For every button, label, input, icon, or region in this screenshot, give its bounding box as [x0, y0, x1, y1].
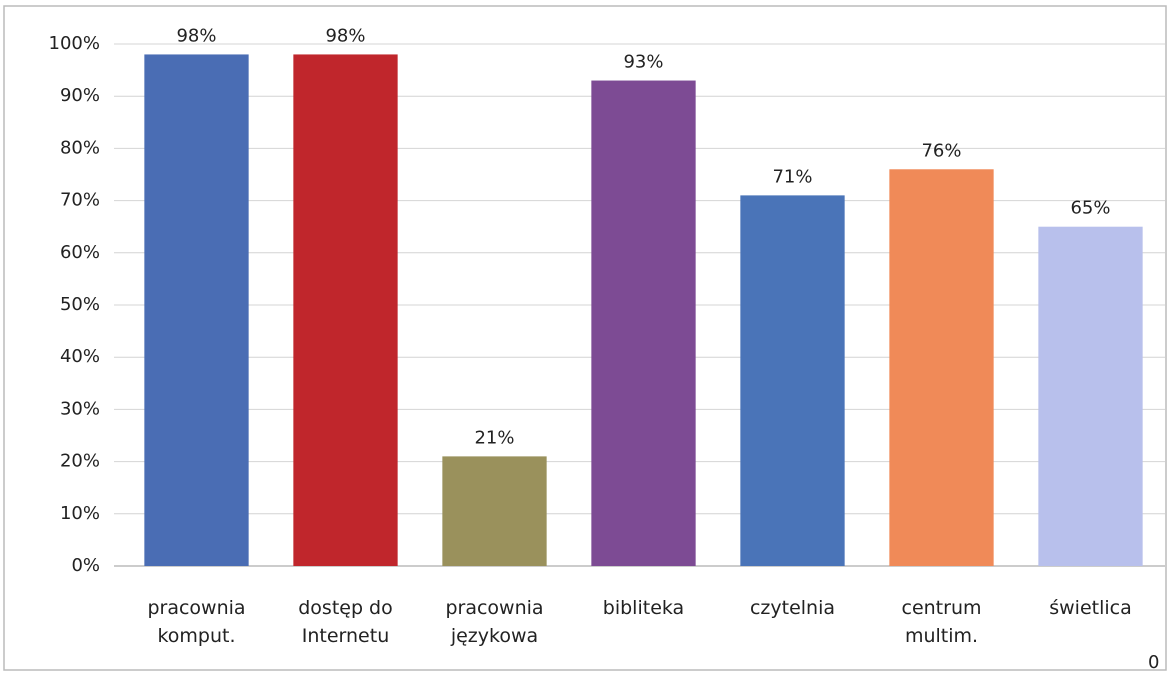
annotation: 0 — [1148, 652, 1160, 673]
y-tick-label: 80% — [60, 137, 100, 158]
x-tick-label: pracownia językowa — [445, 597, 544, 647]
y-tick-label: 40% — [60, 346, 100, 367]
y-tick-label: 50% — [60, 294, 100, 315]
y-tick-label: 90% — [60, 85, 100, 106]
data-label: 21% — [474, 427, 514, 448]
x-tick-label: czytelnia — [749, 597, 836, 619]
y-tick-label: 30% — [60, 398, 100, 419]
y-tick-label: 20% — [60, 451, 100, 472]
x-tick-label: bibliteka — [602, 597, 685, 619]
bar — [442, 456, 547, 566]
x-tick-label: świetlica — [1049, 597, 1132, 619]
data-label: 71% — [772, 166, 812, 187]
y-tick-label: 100% — [49, 33, 100, 54]
data-label: 65% — [1070, 198, 1110, 219]
bar — [293, 54, 398, 566]
x-tick-label: pracownia komput. — [147, 597, 246, 647]
y-tick-label: 70% — [60, 190, 100, 211]
data-label: 98% — [176, 25, 216, 46]
y-tick-label: 60% — [60, 242, 100, 263]
data-label: 93% — [623, 52, 663, 73]
bar — [1038, 226, 1143, 566]
x-tick-label: dostęp do Internetu — [298, 597, 393, 647]
chart-frame — [3, 5, 1167, 671]
bar — [591, 80, 696, 566]
bar — [144, 54, 249, 566]
data-label: 76% — [921, 140, 961, 161]
data-label: 98% — [325, 25, 365, 46]
bar — [740, 195, 845, 566]
x-tick-label: centrum multim. — [901, 597, 982, 647]
y-tick-label: 10% — [60, 503, 100, 524]
y-tick-label: 0% — [71, 555, 100, 576]
bar — [889, 169, 994, 566]
